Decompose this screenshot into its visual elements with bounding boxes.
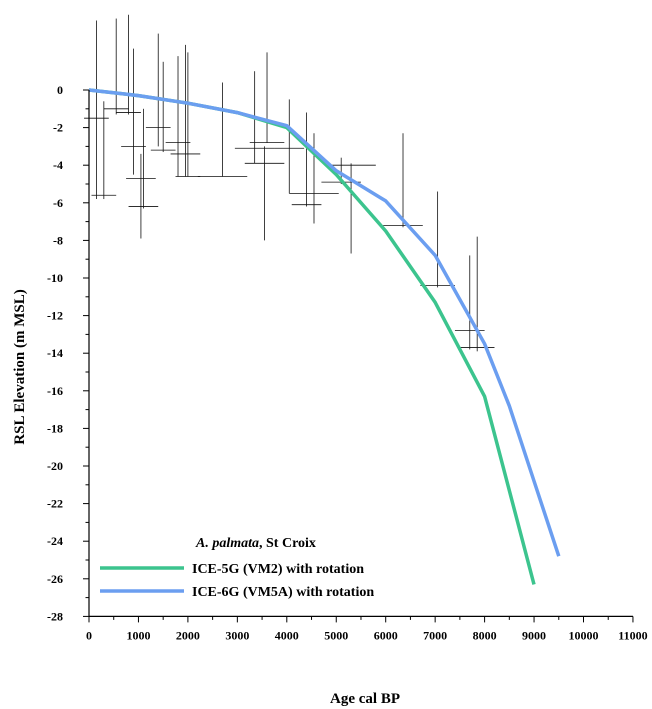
y-tick-label: -8 [53, 233, 63, 247]
y-tick-label: -4 [53, 158, 63, 172]
x-tick-label: 0 [86, 628, 92, 642]
error-bar [175, 52, 201, 177]
error-bar [274, 99, 305, 194]
legend: A. palmata, St Croix ICE-5G (VM2) with r… [100, 536, 374, 600]
error-bar [244, 146, 285, 241]
y-tick-label: -28 [47, 609, 63, 623]
error-bar [145, 33, 171, 147]
series-line-ice5g [88, 88, 536, 585]
y-tick-label: -26 [47, 572, 63, 586]
x-tick-label: 1000 [126, 628, 150, 642]
error-bar [128, 108, 159, 209]
y-tick-label: -22 [47, 497, 63, 511]
error-bar [170, 44, 201, 177]
error-bar [165, 56, 191, 177]
x-tick-label: 5000 [324, 628, 348, 642]
error-bar [289, 133, 339, 224]
error-bar [291, 112, 322, 207]
y-tick-label: -2 [53, 121, 63, 135]
x-tick-label: 3000 [225, 628, 249, 642]
x-tick-label: 11000 [618, 628, 647, 642]
legend-title-italic: A. palmata [195, 536, 259, 551]
x-tick-label: 4000 [275, 628, 299, 642]
y-tick-label: 0 [57, 83, 63, 97]
legend-label-ice5g: ICE-5G (VM2) with rotation [192, 562, 364, 577]
error-bar [91, 101, 117, 200]
x-tick-label: 8000 [473, 628, 497, 642]
y-axis-title: RSL Elevation (m MSL) [12, 289, 28, 444]
error-bar [84, 20, 109, 200]
legend-label-ice6g: ICE-6G (VM5A) with rotation [192, 585, 374, 600]
x-tick-label: 6000 [374, 628, 398, 642]
x-tick-label: 9000 [522, 628, 546, 642]
x-axis-title: Age cal BP [330, 691, 400, 707]
error-bar [103, 18, 129, 115]
y-tick-label: -24 [47, 534, 63, 548]
error-bar [420, 191, 455, 288]
error-bar [197, 82, 248, 177]
error-bar [126, 153, 156, 239]
x-tick-label: 2000 [176, 628, 200, 642]
y-tick-label: -20 [47, 459, 63, 473]
error-bar [150, 61, 176, 153]
error-bar [459, 236, 495, 352]
y-tick-label: -12 [47, 309, 63, 323]
error-bar [249, 52, 285, 144]
error-bar [116, 14, 141, 115]
y-tick-label: -18 [47, 421, 63, 435]
error-bar [383, 133, 423, 228]
axes: 0 1000 2000 3000 4000 5000 6000 7000 8000 9000 100… [47, 83, 648, 642]
legend-title: A. palmata, St Croix [195, 536, 316, 551]
x-tick-label: 7000 [423, 628, 447, 642]
y-tick-label: -6 [53, 196, 63, 210]
x-tick-label: 10000 [569, 628, 599, 642]
error-bar [326, 163, 376, 254]
legend-title-rest: , St Croix [259, 536, 316, 551]
error-bars [84, 14, 495, 352]
y-tick-label: -14 [47, 346, 63, 360]
series-line-ice6g [88, 88, 561, 557]
error-bar [121, 48, 146, 175]
y-tick-label: -10 [47, 271, 63, 285]
y-tick-label: -16 [47, 384, 63, 398]
series-lines [88, 88, 561, 585]
error-bar [454, 255, 485, 350]
